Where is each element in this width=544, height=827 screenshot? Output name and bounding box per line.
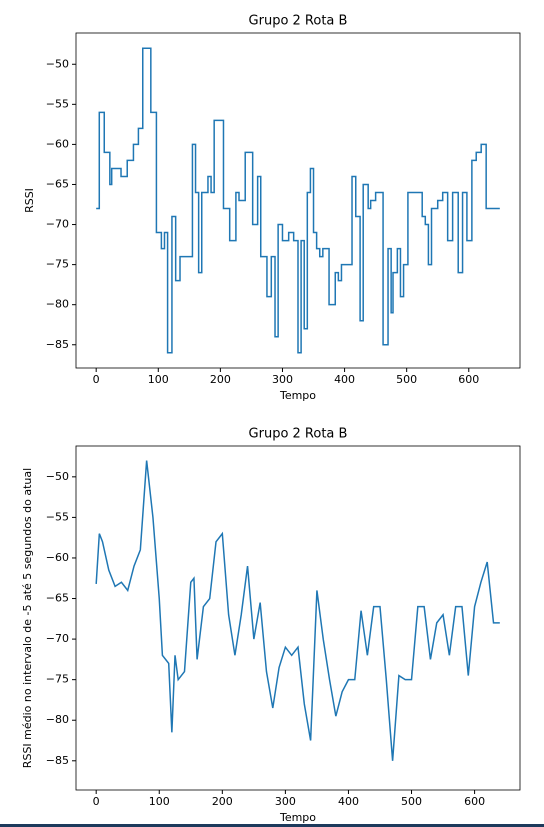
- plot-frame: [75, 32, 521, 369]
- data-line: [96, 47, 500, 354]
- x-tick-label: 400: [338, 795, 359, 808]
- y-tick-label: −55: [46, 510, 69, 523]
- x-tick-label: 100: [149, 795, 170, 808]
- y-tick-label: −55: [46, 97, 69, 110]
- y-tick-label: −50: [46, 57, 69, 70]
- y-tick-label: −70: [46, 218, 69, 231]
- y-tick-label: −60: [46, 551, 69, 564]
- x-tick-label: 200: [212, 795, 233, 808]
- x-tick-label: 400: [334, 373, 355, 386]
- x-tick-label: 500: [396, 373, 417, 386]
- x-tick-label: 100: [148, 373, 169, 386]
- y-tick-label: −85: [46, 338, 69, 351]
- x-tick-label: 0: [93, 795, 100, 808]
- x-tick-label: 200: [210, 373, 231, 386]
- y-tick-label: −75: [46, 258, 69, 271]
- chart-title: Grupo 2 Rota B: [249, 427, 348, 442]
- x-axis-label: Tempo: [279, 389, 316, 402]
- x-tick-label: 500: [401, 795, 422, 808]
- chart-title: Grupo 2 Rota B: [249, 14, 348, 29]
- bottom-border: [0, 824, 544, 827]
- plot-frame: [75, 445, 521, 791]
- y-tick-label: −50: [46, 470, 69, 483]
- y-axis-label: RSSI: [23, 188, 36, 213]
- y-axis-label: RSSI médio no intervalo de -5 até 5 segu…: [21, 468, 34, 768]
- x-tick-label: 300: [275, 795, 296, 808]
- x-tick-label: 600: [464, 795, 485, 808]
- y-tick-label: −65: [46, 592, 69, 605]
- y-tick-label: −80: [46, 298, 69, 311]
- x-tick-label: 0: [93, 373, 100, 386]
- y-tick-label: −80: [46, 713, 69, 726]
- y-tick-label: −70: [46, 632, 69, 645]
- x-axis-label: Tempo: [279, 811, 316, 824]
- y-tick-label: −65: [46, 177, 69, 190]
- x-tick-label: 600: [458, 373, 479, 386]
- data-line: [95, 460, 500, 761]
- y-tick-label: −75: [46, 673, 69, 686]
- y-tick-label: −85: [46, 754, 69, 767]
- y-tick-label: −60: [46, 137, 69, 150]
- x-tick-label: 300: [272, 373, 293, 386]
